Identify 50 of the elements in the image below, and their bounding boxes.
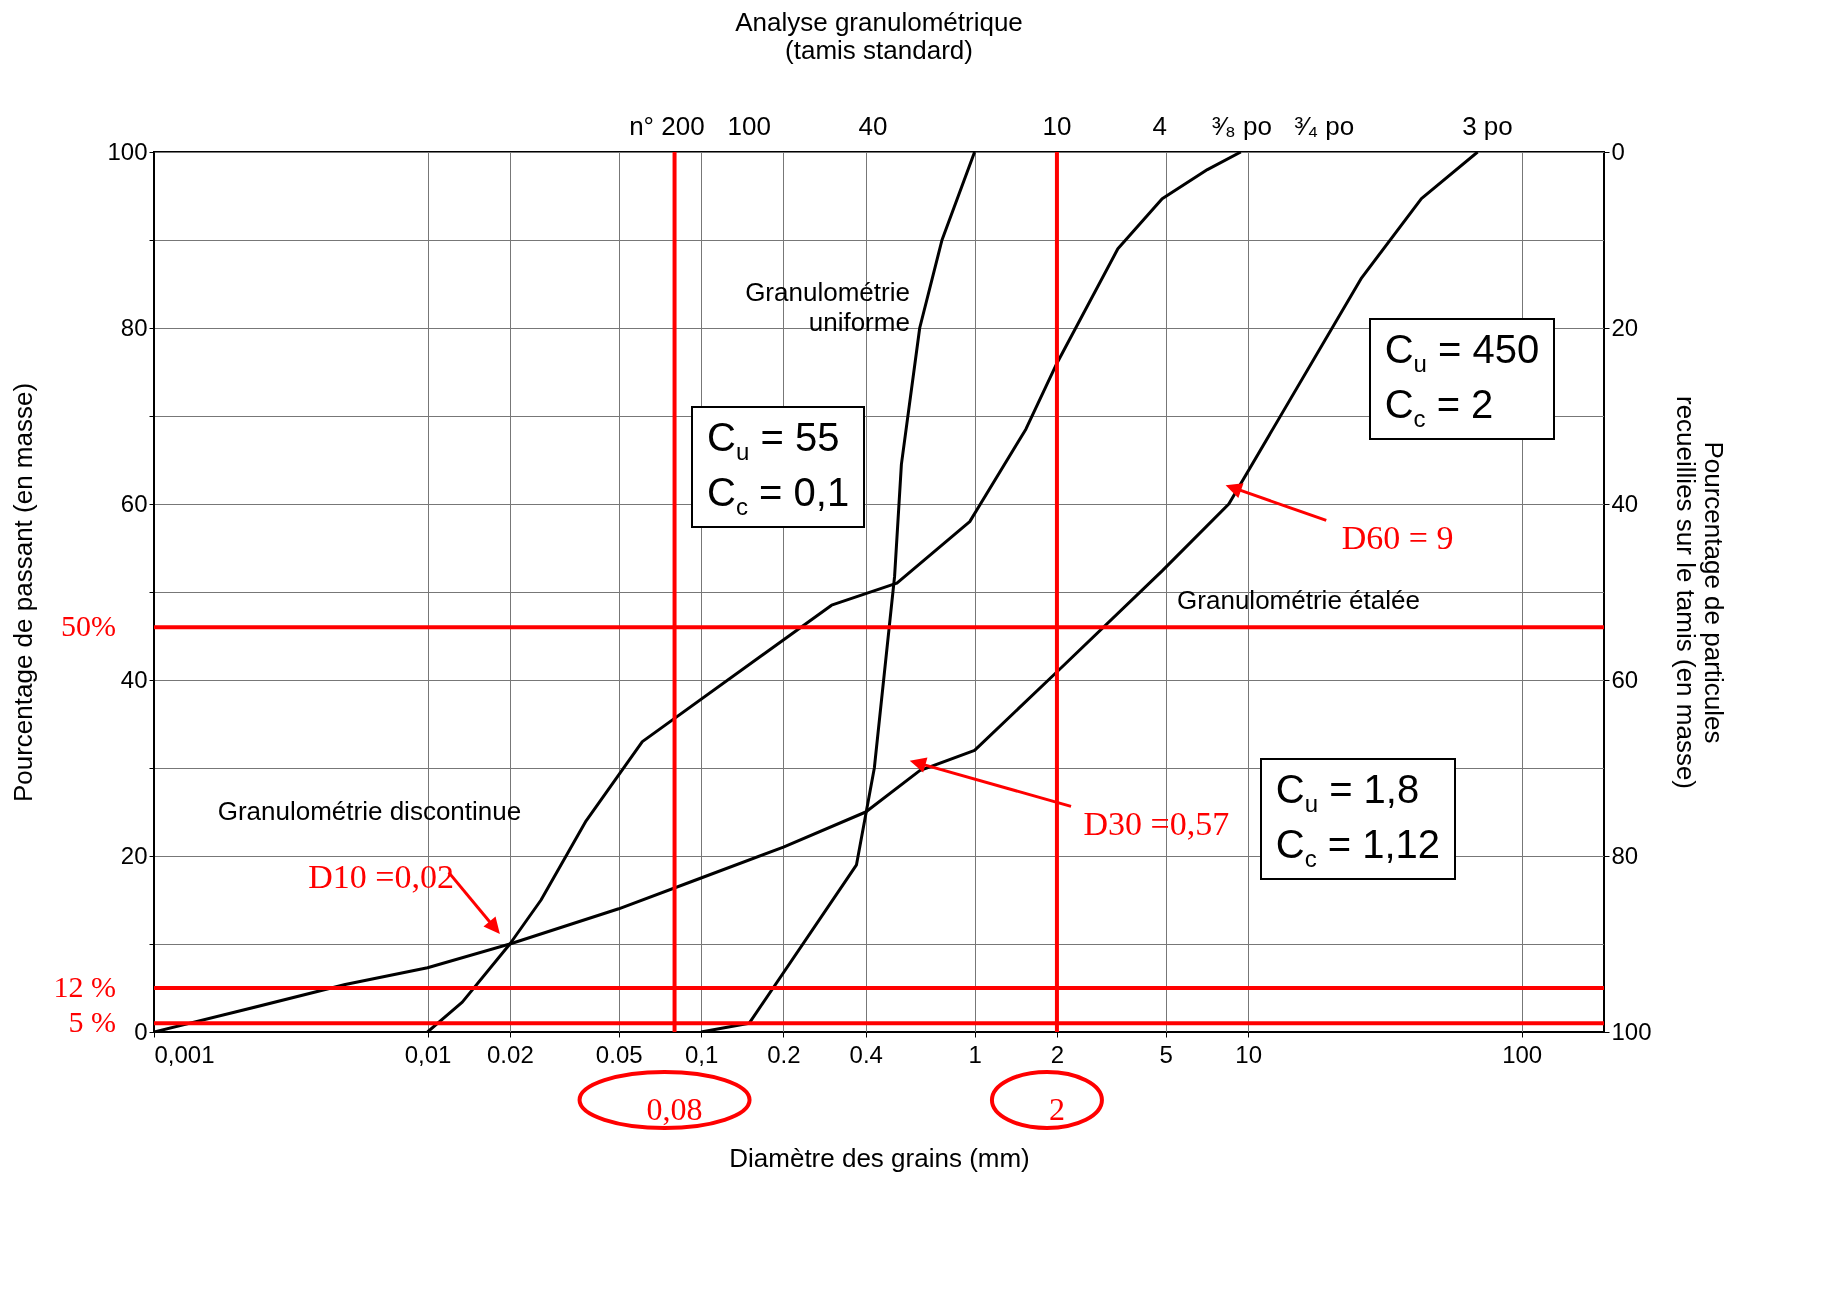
x-tick-label: 0,01 (404, 1040, 452, 1068)
text: 40 (858, 111, 888, 141)
y-tick-label: 0 (134, 1017, 148, 1045)
y-axis-title: Pourcentage de passant (en masse) (8, 382, 39, 803)
y2-tick-label: 20 (1611, 313, 1639, 341)
x-tick-label: 0,001 (154, 1040, 215, 1068)
text: n° 200 (629, 111, 705, 141)
text: ³⁄₄ po (1294, 111, 1355, 141)
text: 50% (61, 609, 116, 643)
text: 4 (1152, 111, 1167, 141)
x-tick-label: 1 (968, 1040, 982, 1068)
y2-axis-title: Pourcentage de particules recueillies sur le tamis (en masse) (1670, 395, 1729, 790)
y2-tick-label: 0 (1611, 137, 1625, 165)
text: 5 % (68, 1005, 116, 1039)
y-tick-label: 80 (120, 313, 148, 341)
ref-line-label: 2 (1048, 1091, 1065, 1127)
text: 3 po (1462, 111, 1513, 141)
y2-tick-label: 60 (1611, 665, 1639, 693)
series-label: Granulométrie uniforme (745, 276, 910, 337)
text: ³⁄₈ po (1212, 111, 1272, 141)
annotation: D10 =0,02 (308, 858, 455, 895)
y-tick-label: 40 (120, 665, 148, 693)
annotation: C$_{u}$ = 55 C$_{c}$ = 0,1 (691, 406, 866, 528)
y-tick-label: 100 (107, 137, 148, 165)
x-axis-title: Diamètre des grains (mm) (729, 1142, 1030, 1173)
x-tick-label: 0,1 (684, 1040, 719, 1068)
text: Granulométrie discontinue (217, 796, 522, 826)
y2-tick-label: 100 (1611, 1017, 1652, 1045)
y-tick-label: 60 (120, 489, 148, 517)
ref-line-label: 0,08 (646, 1091, 703, 1127)
annotation: D60 = 9 (1341, 519, 1454, 557)
text: 12 % (53, 970, 116, 1003)
x-tick-label: 100 (1502, 1040, 1543, 1068)
y2-tick-label: 80 (1611, 841, 1639, 869)
y2-tick-label: 40 (1611, 489, 1639, 517)
x-tick-label: 0.05 (595, 1040, 643, 1068)
x-tick-label: 0.4 (849, 1040, 883, 1068)
annotation: C$_{u}$ = 1,8 C$_{c}$ = 1,12 (1259, 758, 1457, 880)
x-tick-label: 5 (1159, 1040, 1173, 1068)
x-tick-label: 2 (1050, 1040, 1065, 1068)
annotation: D30 =0,57 (1083, 805, 1230, 843)
chart-title: Analyse granulométrique (tamis standard) (735, 7, 1023, 65)
annotation: C$_{u}$ = 450 C$_{c}$ = 2 (1368, 318, 1556, 440)
y-tick-label: 20 (120, 841, 148, 869)
text: 100 (727, 111, 771, 141)
series-label: Granulométrie étalée (1177, 584, 1420, 615)
x-tick-label: 10 (1235, 1040, 1262, 1068)
x-tick-label: 0.02 (487, 1040, 534, 1068)
x-tick-label: 0.2 (767, 1040, 801, 1068)
text: 10 (1042, 111, 1072, 141)
